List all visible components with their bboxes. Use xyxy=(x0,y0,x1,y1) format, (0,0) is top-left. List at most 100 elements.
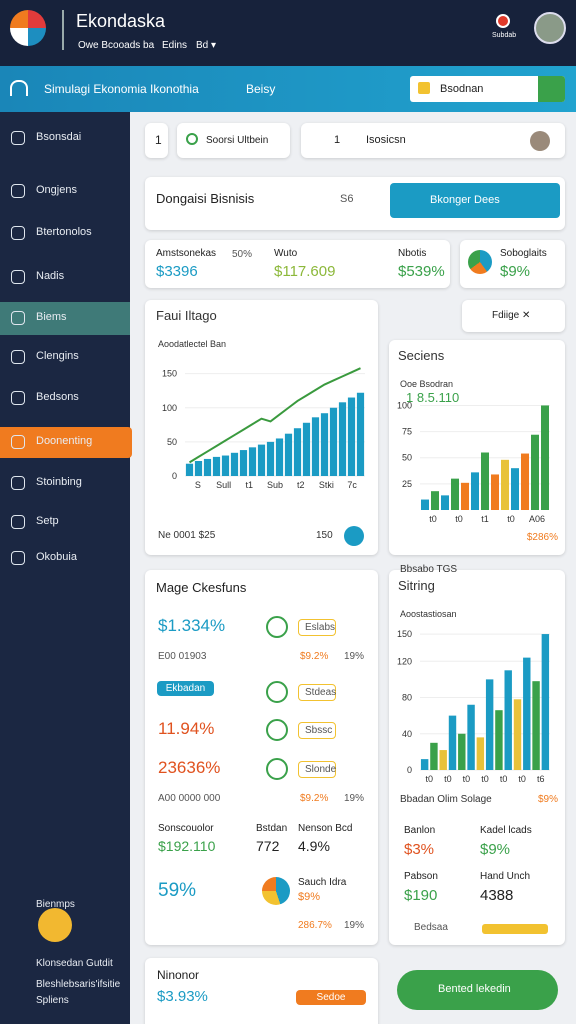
x-tick-label: t0 xyxy=(444,774,452,784)
big-label: Sauch Idra xyxy=(298,877,347,888)
nav-item[interactable]: Ongjens xyxy=(36,184,77,196)
button-label: Bkonger Dees xyxy=(430,194,500,206)
stat-value: $117.609 xyxy=(274,263,336,280)
bar xyxy=(461,482,469,510)
header xyxy=(0,0,576,66)
badge xyxy=(344,526,364,546)
bar xyxy=(302,422,311,476)
filter-label: Fdiige ✕ xyxy=(492,310,531,321)
bar xyxy=(495,710,503,770)
nav-icon xyxy=(11,131,25,145)
row-value: 11.94% xyxy=(158,719,215,738)
bar xyxy=(275,438,284,476)
y-tick-label: 50 xyxy=(167,437,177,447)
avatar[interactable] xyxy=(530,131,550,151)
topbar-title: Simulagi Ekonomia Ikonothia xyxy=(44,82,199,96)
nav-item[interactable]: Stoinbing xyxy=(36,476,82,488)
bar xyxy=(284,433,293,476)
nav-item[interactable]: Doonenting xyxy=(36,435,93,447)
chart-footer-badge: 150 xyxy=(316,530,333,541)
list-title: Mage Ckesfuns xyxy=(156,580,247,595)
chart-subtitle: Aoostastiosan xyxy=(400,609,457,619)
logo[interactable] xyxy=(10,10,46,46)
filter-box[interactable] xyxy=(145,123,168,158)
button-label: Bented lekedin xyxy=(438,983,511,995)
bar xyxy=(212,456,221,476)
subtitle: Owe Bcooads ba xyxy=(78,40,155,51)
x-tick-label: Sull xyxy=(216,480,231,490)
y-tick-label: 100 xyxy=(397,400,412,410)
card-content xyxy=(0,0,1,1)
tag: Ekbadan xyxy=(157,681,214,696)
dropdown[interactable]: S6 xyxy=(340,193,354,205)
chart-subtitle: Aoodatlectel Ban xyxy=(158,339,226,349)
stat-label: Amstsonekas xyxy=(156,248,217,259)
primary-button[interactable] xyxy=(390,183,560,218)
y-tick-label: 120 xyxy=(397,656,412,666)
y-tick-label: 25 xyxy=(402,479,412,489)
summary-label: Kadel lcads xyxy=(480,825,532,836)
nav-item[interactable]: Biems xyxy=(36,311,67,323)
bar xyxy=(467,704,475,770)
icon xyxy=(266,719,288,741)
nav-footer: Bleshlebsaris'ifsitie xyxy=(36,979,121,990)
icon xyxy=(266,758,288,780)
bar xyxy=(501,459,509,510)
nav-item[interactable]: Clengins xyxy=(36,350,79,362)
search-icon xyxy=(418,82,430,94)
icon xyxy=(266,616,288,638)
summary-value: $3% xyxy=(404,841,435,858)
stat-value: $3396 xyxy=(156,263,198,280)
action-button[interactable] xyxy=(397,970,558,1010)
y-tick-label: 40 xyxy=(402,729,412,739)
bar xyxy=(531,434,539,510)
x-tick-label: t2 xyxy=(297,480,305,490)
nav-item[interactable]: Setp xyxy=(36,515,59,527)
sidebar xyxy=(0,112,130,1024)
y-tick-label: 150 xyxy=(397,629,412,639)
pie xyxy=(262,877,290,905)
user-box[interactable] xyxy=(301,123,565,158)
nav-item[interactable]: Bedsons xyxy=(36,391,79,403)
pill: Stdeas xyxy=(298,684,336,701)
nav-item[interactable]: Btertonolos xyxy=(36,226,92,238)
bar xyxy=(329,407,338,476)
avatar[interactable] xyxy=(534,12,566,44)
summary-label: Hand Unch xyxy=(480,871,531,882)
bar xyxy=(293,428,302,476)
col-label: Bstdan xyxy=(256,823,288,834)
col-value: 772 xyxy=(256,838,280,854)
x-tick-label: t0 xyxy=(463,774,471,784)
topbar-link[interactable]: Beisy xyxy=(246,82,276,96)
bar xyxy=(471,472,479,510)
nav-icon xyxy=(11,270,25,284)
x-tick-label: S xyxy=(195,480,201,490)
nav-footer: Klonsedan Gutdit xyxy=(36,958,113,969)
summary-footer: Bedsaa xyxy=(414,922,448,933)
nav-icon xyxy=(11,391,25,405)
nav-item[interactable]: Bsonsdai xyxy=(36,131,82,143)
x-tick-label: 7c xyxy=(347,480,357,490)
col-value: $192.110 xyxy=(158,838,216,854)
bottom-title: Ninonor xyxy=(157,968,200,982)
col-label: Sonscouolor xyxy=(158,823,214,834)
x-tick-label: Sub xyxy=(267,480,283,490)
pill: Sbssc xyxy=(298,722,336,739)
menu[interactable]: Bd ▾ xyxy=(196,40,217,51)
y-tick-label: 0 xyxy=(407,765,412,775)
home-icon[interactable] xyxy=(10,80,28,96)
row-value: $1.334% xyxy=(158,616,226,635)
notification-icon[interactable] xyxy=(496,14,510,28)
filter-button[interactable] xyxy=(462,300,565,332)
summary-label: Banlon xyxy=(404,825,436,836)
nav-item[interactable]: Nadis xyxy=(36,270,65,282)
icon xyxy=(266,681,288,703)
nav-item[interactable]: Okobuia xyxy=(36,551,77,563)
count: 1 xyxy=(334,134,341,146)
row-note: 19% xyxy=(344,793,365,804)
bar xyxy=(320,413,329,476)
big-side: $9% xyxy=(298,891,321,903)
menu[interactable]: Edins xyxy=(162,40,188,51)
search-button[interactable] xyxy=(538,76,565,102)
x-tick-label: t0 xyxy=(481,774,489,784)
